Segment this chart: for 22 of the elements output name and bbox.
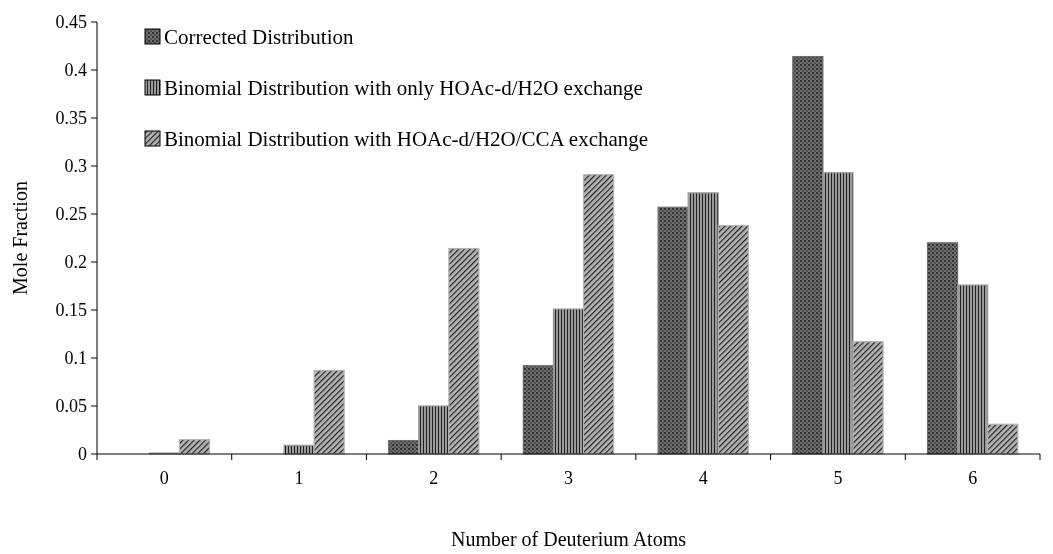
x-tick-label: 5 [833,468,843,488]
x-tick-label: 0 [159,468,169,488]
legend-label: Binomial Distribution with only HOAc-d/H2O exchange [164,76,643,101]
y-tick-label: 0.05 [55,396,87,417]
y-tick-label: 0 [78,444,87,465]
x-tick-label: 4 [698,468,708,488]
legend-label: Binomial Distribution with HOAc-d/H2O/CCA exchange [164,127,649,152]
legend-label: Corrected Distribution [164,25,355,50]
y-tick-label: 0.45 [55,12,87,33]
y-tick-label: 0.35 [55,108,87,129]
y-tick-label: 0.25 [55,204,87,225]
x-axis-title: Number of Deuterium Atoms [451,528,687,550]
y-tick-label: 0.15 [55,300,87,321]
y-tick-label: 0.1 [64,348,87,369]
x-tick-label: 2 [429,468,439,488]
y-tick-label: 0.3 [64,156,87,177]
y-tick-label: 0.4 [64,60,87,81]
x-tick-label: 6 [968,468,978,488]
y-axis-title: Mole Fraction [9,181,31,295]
x-tick-label: 3 [564,468,573,488]
x-tick-label: 1 [294,468,304,488]
y-tick-label: 0.2 [64,252,87,273]
